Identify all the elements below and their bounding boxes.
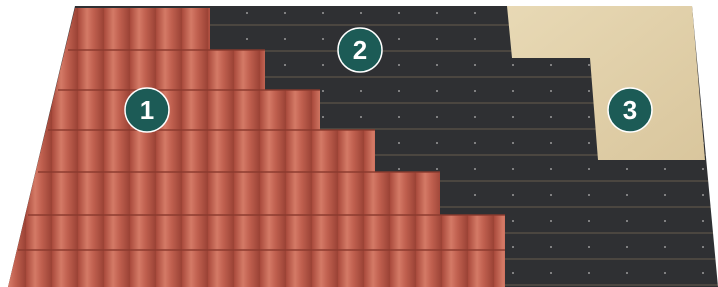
marker-1: 1 [125,88,169,132]
marker-3: 3 [608,88,652,132]
roof-layers-diagram: 1 2 3 [0,0,718,287]
marker-label: 1 [140,95,154,125]
marker-2: 2 [338,28,382,72]
marker-label: 2 [353,35,367,65]
marker-label: 3 [623,95,637,125]
